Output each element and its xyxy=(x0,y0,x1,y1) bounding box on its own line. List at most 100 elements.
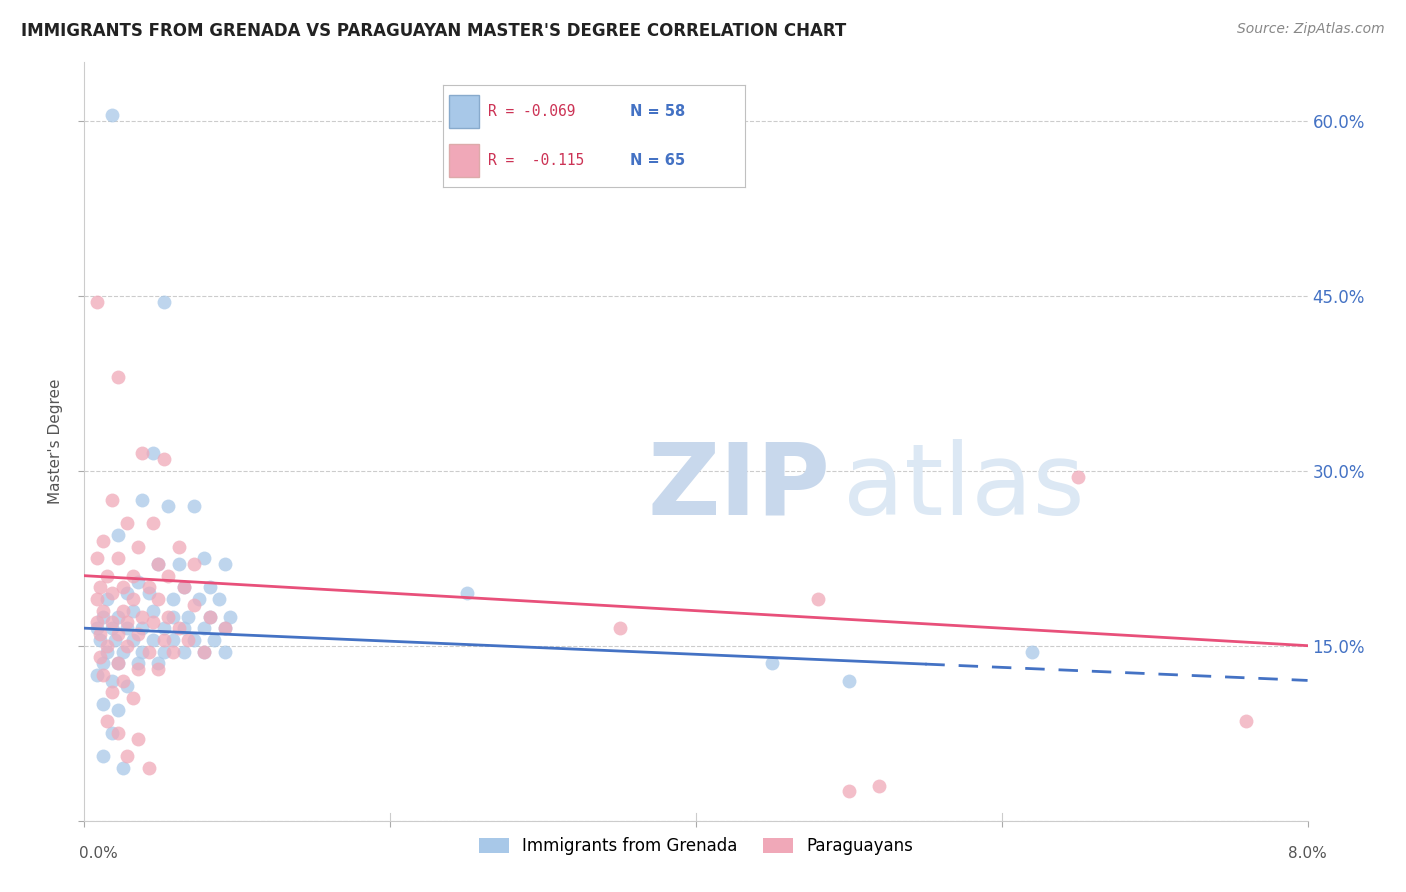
Text: 0.0%: 0.0% xyxy=(79,846,118,861)
Point xyxy=(122,592,145,607)
Point xyxy=(869,779,891,793)
Point xyxy=(91,656,114,670)
Point xyxy=(101,108,124,122)
Text: IMMIGRANTS FROM GRENADA VS PARAGUAYAN MASTER'S DEGREE CORRELATION CHART: IMMIGRANTS FROM GRENADA VS PARAGUAYAN MA… xyxy=(21,22,846,40)
Text: R = -0.069: R = -0.069 xyxy=(488,103,575,119)
Point xyxy=(89,632,111,647)
Point xyxy=(91,668,114,682)
Text: Source: ZipAtlas.com: Source: ZipAtlas.com xyxy=(1237,22,1385,37)
Point xyxy=(162,609,184,624)
Point xyxy=(1236,714,1258,729)
Point xyxy=(142,604,165,618)
Point xyxy=(198,609,221,624)
Point xyxy=(107,726,129,740)
Bar xyxy=(449,95,479,128)
Point xyxy=(115,615,138,630)
Point xyxy=(122,568,145,582)
Point xyxy=(96,639,118,653)
Point xyxy=(173,580,195,594)
Point xyxy=(89,627,111,641)
Point xyxy=(167,621,190,635)
Point xyxy=(214,644,236,658)
Point xyxy=(162,632,184,647)
Point xyxy=(142,632,165,647)
Point xyxy=(198,580,221,594)
Point xyxy=(153,294,176,309)
Point xyxy=(183,557,205,571)
Point xyxy=(107,551,129,566)
Point xyxy=(153,621,176,635)
Point xyxy=(115,749,138,764)
Point xyxy=(167,540,190,554)
Point xyxy=(101,615,124,630)
Point xyxy=(167,557,190,571)
Point xyxy=(101,492,124,507)
Point xyxy=(153,452,176,467)
Point xyxy=(838,673,860,688)
Legend: Immigrants from Grenada, Paraguayans: Immigrants from Grenada, Paraguayans xyxy=(472,830,920,862)
Point xyxy=(101,621,124,635)
Point xyxy=(157,499,180,513)
Point xyxy=(153,644,176,658)
Point xyxy=(609,621,631,635)
Point xyxy=(89,580,111,594)
Point xyxy=(183,632,205,647)
Text: 8.0%: 8.0% xyxy=(1288,846,1327,861)
Point xyxy=(115,680,138,694)
Point xyxy=(107,656,129,670)
Point xyxy=(91,697,114,711)
Point xyxy=(101,726,124,740)
Point xyxy=(214,621,236,635)
Text: R =  -0.115: R = -0.115 xyxy=(488,153,585,169)
Point xyxy=(115,621,138,635)
Point xyxy=(202,632,225,647)
Point xyxy=(96,714,118,729)
Point xyxy=(122,604,145,618)
Point xyxy=(89,650,111,665)
Point xyxy=(111,644,134,658)
Text: ZIP: ZIP xyxy=(647,439,830,535)
Point xyxy=(101,673,124,688)
Point xyxy=(193,644,215,658)
Point xyxy=(107,609,129,624)
Point xyxy=(456,586,478,600)
Point xyxy=(146,557,169,571)
Text: N = 58: N = 58 xyxy=(630,103,686,119)
Point xyxy=(146,557,169,571)
Point xyxy=(138,644,160,658)
Point xyxy=(86,592,108,607)
Point xyxy=(96,644,118,658)
Point xyxy=(115,639,138,653)
Point xyxy=(96,568,118,582)
Point xyxy=(193,621,215,635)
Point xyxy=(177,632,200,647)
Point xyxy=(86,294,108,309)
Point xyxy=(86,551,108,566)
Y-axis label: Master's Degree: Master's Degree xyxy=(48,379,63,504)
Point xyxy=(131,644,153,658)
Point xyxy=(111,673,134,688)
Point xyxy=(188,592,211,607)
Point xyxy=(101,586,124,600)
Point xyxy=(208,592,231,607)
Text: atlas: atlas xyxy=(842,439,1084,535)
Point xyxy=(162,592,184,607)
Point xyxy=(193,551,215,566)
Point xyxy=(1021,644,1043,658)
Point xyxy=(131,492,153,507)
Text: N = 65: N = 65 xyxy=(630,153,686,169)
Point xyxy=(127,662,149,676)
Point xyxy=(146,656,169,670)
Point xyxy=(96,592,118,607)
Point xyxy=(807,592,830,607)
Point xyxy=(107,656,129,670)
Point xyxy=(173,580,195,594)
Bar xyxy=(449,145,479,177)
Point xyxy=(218,609,240,624)
Point xyxy=(107,627,129,641)
Point xyxy=(122,691,145,706)
Point xyxy=(838,784,860,798)
Point xyxy=(214,557,236,571)
Point xyxy=(91,533,114,548)
Point xyxy=(91,604,114,618)
